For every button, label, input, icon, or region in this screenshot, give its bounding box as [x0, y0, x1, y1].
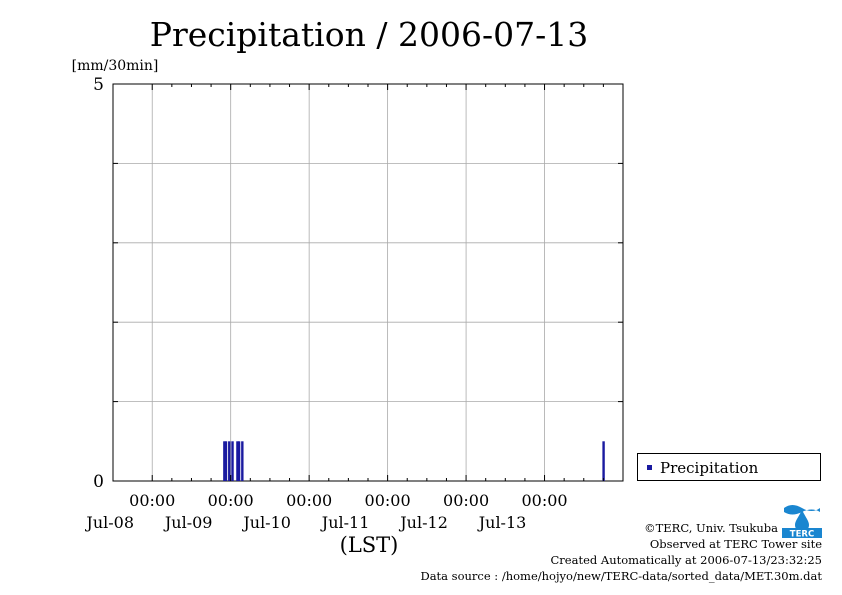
x-axis-label: (LST) [340, 533, 399, 557]
precipitation-bar [224, 441, 228, 481]
created-text: Created Automatically at 2006-07-13/23:3… [550, 553, 823, 567]
x-tick-date-label: Jul-08 [84, 513, 134, 532]
x-tick-time-label: 00:00 [208, 491, 254, 510]
source-text: Data source : /home/hojyo/new/TERC-data/… [420, 569, 822, 583]
legend-label: Precipitation [660, 459, 759, 477]
precipitation-bar [223, 441, 226, 481]
x-axis-ticks: 00:00 Jul-08 00:00 Jul-09 00:00 Jul-10 00:00 Ju… [84, 84, 624, 532]
x-tick-date-label: Jul-13 [477, 513, 527, 532]
x-tick-date-label: Jul-09 [163, 513, 213, 532]
precipitation-bar [228, 441, 231, 481]
x-tick-time-label: 00:00 [365, 491, 411, 510]
precipitation-bar [236, 441, 239, 481]
legend: Precipitation [637, 453, 821, 481]
y-axis-unit-label: [mm/30min] [72, 58, 159, 74]
x-tick-date-label: Jul-12 [398, 513, 448, 532]
legend-swatch [647, 465, 652, 470]
x-tick-date-label: Jul-10 [241, 513, 291, 532]
terc-logo-icon: TERC [782, 502, 822, 538]
precipitation-bar [231, 441, 234, 481]
y-axis-ticks: 05 [93, 75, 623, 492]
x-tick-time-label: 00:00 [129, 491, 175, 510]
precipitation-bar [241, 441, 244, 481]
credits-block: ©TERC, Univ. Tsukuba Observed at TERC To… [420, 520, 822, 584]
x-tick-date-label: Jul-11 [320, 513, 370, 532]
chart-title: Precipitation / 2006-07-13 [150, 15, 588, 54]
x-tick-time-label: 00:00 [443, 491, 489, 510]
svg-text:TERC: TERC [790, 530, 814, 539]
observed-text: Observed at TERC Tower site [649, 537, 822, 551]
x-tick-time-label: 00:00 [286, 491, 332, 510]
grid-lines [113, 84, 623, 481]
plot-frame [112, 83, 624, 482]
x-tick-time-label: 00:00 [521, 491, 567, 510]
precipitation-bar [602, 441, 605, 481]
y-tick-label: 0 [93, 472, 104, 492]
precipitation-bar [237, 441, 241, 481]
y-tick-label: 5 [93, 75, 104, 95]
precipitation-bars [223, 441, 605, 481]
copyright-text: ©TERC, Univ. Tsukuba [644, 521, 778, 535]
